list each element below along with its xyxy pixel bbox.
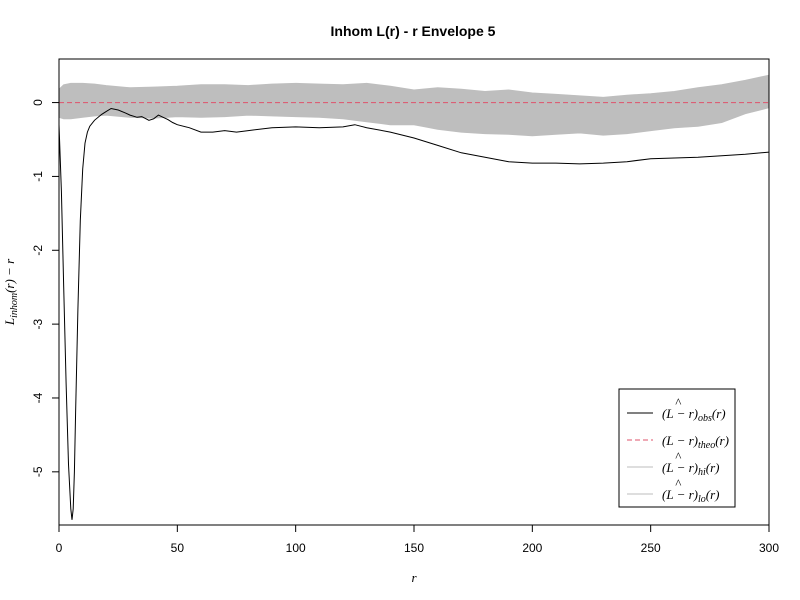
legend-label-main: (L − r)	[662, 406, 698, 421]
legend-label-obs: (L − r)obs(r)	[662, 406, 726, 424]
legend-hat-mark: ^	[675, 476, 682, 491]
legend-label-theo: (L − r)theo(r)	[662, 433, 729, 451]
legend-hat-mark: ^	[675, 449, 682, 464]
legend-label-lo: (L − r)lo(r)	[662, 487, 720, 505]
y-tick-label: 0	[31, 99, 45, 106]
legend-label-sub: obs	[698, 413, 712, 424]
y-axis-label: Linhom(r) − r	[2, 258, 20, 326]
legend-label-tail: (r)	[712, 406, 726, 421]
y-tick-label: -1	[31, 171, 45, 182]
legend-label-hi: (L − r)hi(r)	[662, 460, 720, 478]
x-axis: 0 50 100 150 200 250 300	[56, 524, 779, 555]
x-tick-label: 100	[286, 541, 306, 555]
x-axis-label: r	[411, 570, 417, 585]
x-tick-label: 50	[171, 541, 185, 555]
legend-label-sub: lo	[698, 494, 706, 505]
legend-label-sub: theo	[698, 440, 715, 451]
legend: (L − r)obs(r)^(L − r)theo(r)(L − r)hi(r)…	[618, 388, 736, 508]
legend-label-main: (L − r)	[662, 460, 698, 475]
y-axis-label-tail: (r) − r	[2, 258, 17, 293]
envelope-band	[59, 75, 769, 136]
x-tick-label: 200	[522, 541, 542, 555]
y-tick-label: -5	[31, 466, 45, 477]
y-tick-label: -2	[31, 245, 45, 256]
legend-hat-mark: ^	[675, 395, 682, 410]
series-lo-line	[58, 107, 770, 137]
series-obs-line	[58, 107, 770, 520]
y-axis: 0 -1 -2 -3 -4 -5	[31, 99, 60, 477]
plot-area	[58, 74, 770, 520]
x-tick-label: 250	[641, 541, 661, 555]
legend-box	[618, 388, 736, 508]
legend-label-main: (L − r)	[662, 433, 698, 448]
x-tick-label: 150	[404, 541, 424, 555]
y-tick-label: -4	[31, 392, 45, 403]
legend-label-tail: (r)	[706, 487, 720, 502]
legend-label-tail: (r)	[706, 460, 720, 475]
x-tick-label: 0	[56, 541, 63, 555]
y-axis-label-main: L	[2, 318, 17, 326]
y-axis-label-sub: inhom	[9, 293, 20, 318]
x-tick-label: 300	[759, 541, 779, 555]
y-tick-label: -3	[31, 318, 45, 329]
chart-title: Inhom L(r) - r Envelope 5	[331, 23, 496, 39]
legend-label-sub: hi	[698, 467, 706, 478]
legend-label-tail: (r)	[715, 433, 729, 448]
legend-label-main: (L − r)	[662, 487, 698, 502]
series-hi-line	[58, 74, 770, 98]
